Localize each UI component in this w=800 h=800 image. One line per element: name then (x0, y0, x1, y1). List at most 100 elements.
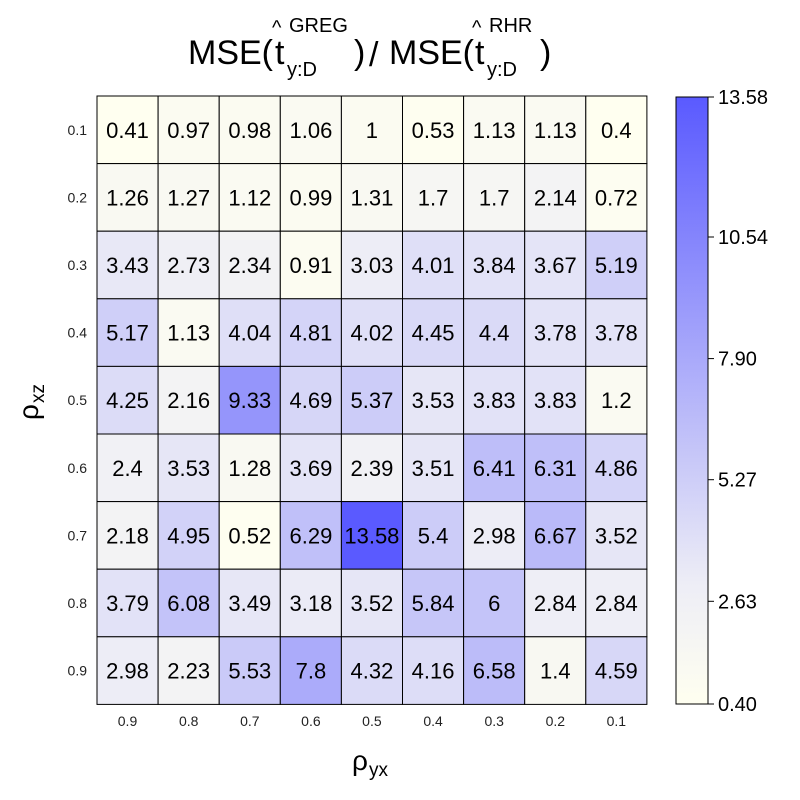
y-tick-label: 0.3 (68, 257, 88, 273)
heatmap-cell (157, 95, 220, 165)
cell-value-label: 1.12 (228, 185, 271, 210)
heatmap-cell (463, 568, 526, 638)
heatmap-cell (585, 163, 648, 232)
title-den-prefix: MSE( (389, 34, 475, 72)
heatmap-cell (279, 230, 342, 300)
heatmap-cell (463, 636, 526, 705)
y-axis-title: ρ xz (13, 384, 49, 420)
heatmap-cell (585, 433, 648, 503)
title-den-suffix: ) (540, 34, 551, 72)
cell-value-label: 6.41 (473, 456, 516, 481)
x-tick-label: 0.3 (484, 713, 504, 729)
cell-value-label: 1.26 (106, 185, 149, 210)
heatmap-cell (96, 636, 159, 705)
x-tick-label: 0.4 (423, 713, 443, 729)
cell-value-label: 3.52 (595, 523, 638, 548)
heatmap-cell (402, 568, 465, 638)
cell-value-label: 1.28 (228, 456, 271, 481)
cell-value-label: 2.98 (473, 523, 516, 548)
cell-value-label: 0.53 (412, 118, 455, 143)
y-axis-subscript: xz (28, 384, 49, 403)
cell-value-label: 4.01 (412, 253, 455, 278)
cell-value-label: 5.17 (106, 321, 149, 346)
heatmap-cell (96, 230, 159, 300)
cell-value-label: 2.14 (534, 185, 577, 210)
cell-value-label: 3.43 (106, 253, 149, 278)
heatmap-cell (524, 433, 587, 503)
cell-value-label: 1.31 (350, 185, 393, 210)
heatmap-cell (157, 433, 220, 503)
cell-value-label: 4.4 (479, 321, 510, 346)
heatmap-cell (279, 95, 342, 165)
cell-value-label: 3.84 (473, 253, 516, 278)
cell-value-label: 0.97 (167, 118, 210, 143)
cell-value-label: 6.58 (473, 659, 516, 684)
heatmap-cell (524, 95, 587, 165)
cell-value-label: 3.78 (534, 321, 577, 346)
title-den-symbol: t (475, 34, 485, 72)
title-num-symbol: t (275, 34, 285, 72)
y-tick-label: 0.1 (68, 122, 88, 138)
cell-value-label: 0.41 (106, 118, 149, 143)
cell-value-label: 6.67 (534, 523, 577, 548)
colorbar-tick-label: 0.40 (718, 694, 757, 716)
cell-value-label: 2.39 (350, 456, 393, 481)
cell-value-label: 1.7 (418, 185, 449, 210)
title-den-subscript: y:D (487, 59, 517, 81)
cell-value-label: 3.79 (106, 591, 149, 616)
heatmap-cell (463, 230, 526, 300)
cell-value-label: 3.78 (595, 321, 638, 346)
heatmap-cell (585, 365, 648, 435)
cell-value-label: 3.18 (289, 591, 332, 616)
cell-value-label: 4.04 (228, 321, 271, 346)
cell-value-label: 2.84 (534, 591, 577, 616)
cell-value-label: 1.06 (289, 118, 332, 143)
cell-value-label: 0.72 (595, 185, 638, 210)
chart-title: MSE( t ^ GREG y:D ) / MSE( t ^ RHR y:D ) (188, 15, 551, 81)
cell-value-label: 2.4 (112, 456, 143, 481)
heatmap-cell (96, 298, 159, 367)
cell-value-label: 2.23 (167, 659, 210, 684)
cell-value-label: 1.2 (601, 388, 632, 413)
cell-value-label: 3.67 (534, 253, 577, 278)
cell-value-label: 5.19 (595, 253, 638, 278)
heatmap-cell (157, 365, 220, 435)
x-tick-label: 0.5 (362, 713, 382, 729)
title-num-hat: ^ (272, 17, 282, 39)
heatmap-cell (585, 298, 648, 367)
cell-value-label: 1.13 (473, 118, 516, 143)
heatmap-cell (279, 636, 342, 705)
cell-value-label: 4.69 (289, 388, 332, 413)
cell-value-label: 13.58 (344, 523, 399, 548)
cell-value-label: 2.98 (106, 659, 149, 684)
cell-value-label: 4.86 (595, 456, 638, 481)
heatmap-cell (524, 163, 587, 232)
cell-value-label: 4.81 (289, 321, 332, 346)
cell-value-label: 1.13 (167, 321, 210, 346)
y-tick-label: 0.8 (68, 595, 88, 611)
cell-value-label: 6.29 (289, 523, 332, 548)
heatmap-cell (340, 568, 403, 638)
heatmap-cell (463, 501, 526, 570)
heatmap-cell (463, 163, 526, 232)
y-tick-label: 0.2 (68, 189, 88, 205)
heatmap-cell (279, 433, 342, 503)
cell-value-label: 2.84 (595, 591, 638, 616)
cell-value-label: 7.8 (296, 659, 327, 684)
cell-value-label: 2.34 (228, 253, 271, 278)
cell-value-label: 4.32 (350, 659, 393, 684)
heatmap-cell (340, 501, 403, 570)
heatmap-cell (218, 365, 281, 435)
x-tick-label: 0.6 (301, 713, 321, 729)
x-tick-label: 0.9 (118, 713, 138, 729)
cell-value-label: 3.52 (350, 591, 393, 616)
y-tick-label: 0.7 (68, 527, 88, 543)
x-axis-symbol: ρ (352, 745, 368, 776)
colorbar-gradient (675, 96, 709, 705)
cell-value-label: 4.45 (412, 321, 455, 346)
cell-value-label: 1.4 (540, 659, 571, 684)
cell-value-label: 3.03 (350, 253, 393, 278)
heatmap-cell (157, 298, 220, 367)
heatmap-cell (340, 230, 403, 300)
y-tick-label: 0.4 (68, 325, 88, 341)
